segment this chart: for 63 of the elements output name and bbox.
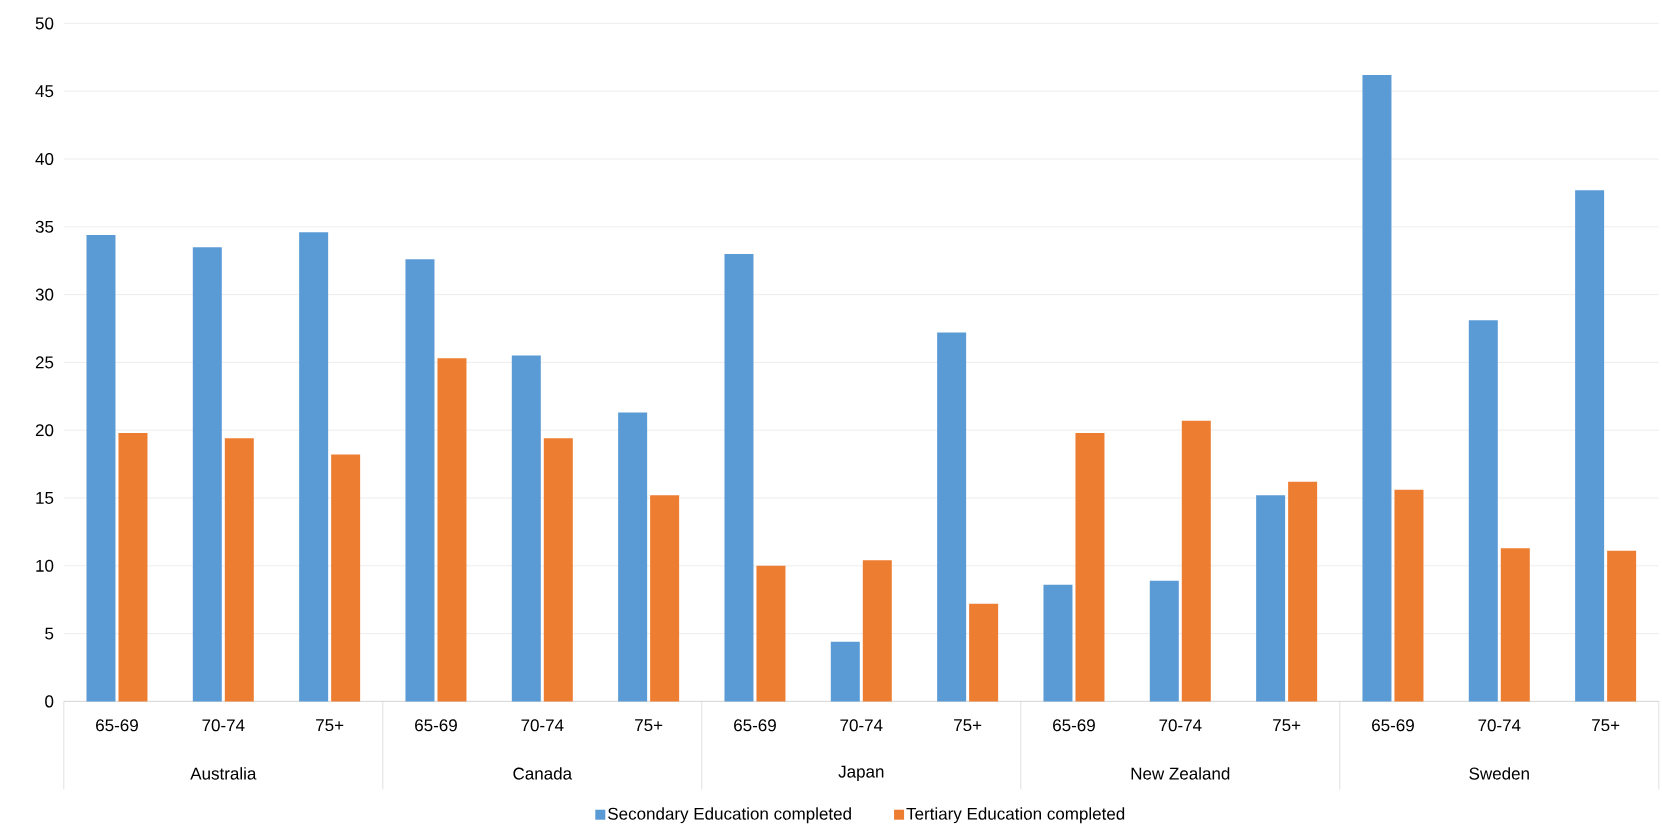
text: Japan (838, 765, 884, 781)
bar (618, 412, 648, 702)
x-tick-label: 75+ (1592, 719, 1620, 732)
x-tick-label: 65-69 (96, 719, 138, 732)
bar (1468, 320, 1498, 702)
bar (1500, 548, 1530, 702)
bar (192, 247, 222, 702)
x-tick-label: 65-69 (734, 719, 776, 732)
y-tick-label: 45 (35, 85, 54, 98)
text: New Zealand (1131, 767, 1230, 780)
legend-label: Tertiary Education completed (906, 807, 1125, 824)
bar (1256, 495, 1286, 702)
bar (830, 641, 860, 702)
bar (1607, 550, 1637, 702)
x-tick-label: 70-74 (521, 719, 564, 732)
x-tick-label: 70-74 (202, 719, 245, 732)
bar (437, 358, 467, 702)
text: Australia (190, 767, 257, 780)
bar (118, 432, 148, 702)
bar (724, 253, 754, 702)
bar (1149, 580, 1179, 702)
bar (543, 438, 573, 702)
y-tick-label: 25 (35, 356, 54, 369)
y-tick-label: 10 (36, 559, 54, 572)
bar (299, 232, 329, 702)
x-tick-label: 75+ (1273, 719, 1301, 732)
legend-label: Secondary Education completed (608, 807, 851, 824)
bar (405, 259, 435, 702)
text: Sweden (1469, 767, 1529, 780)
x-tick-label: 70-74 (1478, 719, 1521, 732)
x-tick-label: 70-74 (840, 719, 883, 732)
bar (862, 560, 892, 702)
x-tick-label: 75+ (316, 719, 344, 732)
bar (511, 355, 541, 702)
x-tick-label: 65-69 (1372, 719, 1414, 732)
bar (1575, 190, 1605, 702)
bar (937, 332, 967, 702)
y-tick-label: 5 (45, 627, 54, 640)
y-tick-label: 20 (35, 424, 54, 437)
y-tick-label: 40 (35, 152, 54, 166)
bar (331, 454, 361, 702)
bar (1362, 74, 1392, 702)
y-tick-label: 35 (35, 220, 54, 233)
bar (1075, 432, 1105, 702)
text: Canada (513, 767, 573, 780)
x-tick-label: 75+ (635, 719, 663, 732)
bar (86, 234, 116, 702)
bar (756, 565, 786, 702)
y-tick-label: 0 (45, 695, 54, 708)
bar (1288, 481, 1318, 702)
x-tick-label: 75+ (954, 719, 982, 732)
x-tick-label: 65-69 (415, 719, 457, 732)
bar (1181, 420, 1211, 702)
bar (224, 438, 254, 702)
bar (969, 603, 999, 702)
bar (1043, 584, 1073, 702)
bar (650, 495, 680, 702)
y-tick-label: 15 (36, 492, 54, 504)
y-tick-label: 30 (35, 288, 54, 301)
bar (1394, 489, 1424, 702)
y-tick-label: 50 (35, 17, 54, 30)
x-tick-label: 70-74 (1159, 719, 1202, 732)
x-tick-label: 65-69 (1053, 719, 1095, 732)
